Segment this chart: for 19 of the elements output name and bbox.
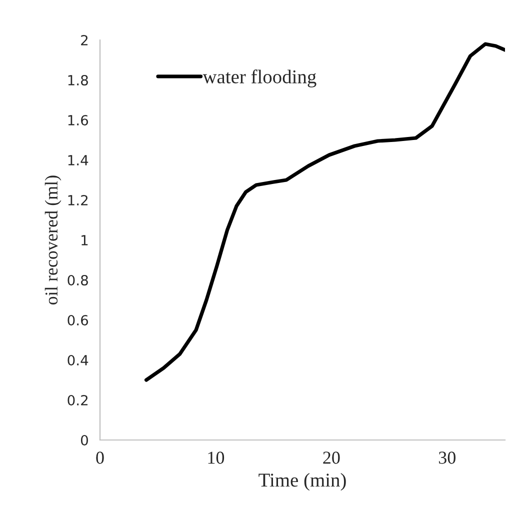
line-series xyxy=(144,42,505,382)
x-tick-label: 10 xyxy=(208,452,224,464)
y-tick-label: 1.8 xyxy=(68,74,88,86)
y-tick-label: 1 xyxy=(82,235,88,246)
y-tick-label: 0.6 xyxy=(68,314,88,326)
y-tick-label: 0.2 xyxy=(68,394,88,406)
y-tick-label: 0.8 xyxy=(68,274,88,286)
x-tick-label: 30 xyxy=(438,452,456,464)
x-tick-label: 20 xyxy=(323,452,340,464)
y-tick-label: 1.6 xyxy=(68,114,88,126)
y-tick-label: 1.2 xyxy=(68,194,88,206)
x-axis-title: Time (min) xyxy=(258,473,346,491)
y-tick-label: 2 xyxy=(81,34,88,46)
y-tick-label: 0 xyxy=(80,434,88,446)
y-tick-label: 1.4 xyxy=(68,155,88,166)
y-tick-label: 0.4 xyxy=(68,354,88,366)
y-axis-title: oil recovered (ml) xyxy=(44,176,62,304)
x-tick-label: 0 xyxy=(96,452,104,464)
legend-label: water flooding xyxy=(202,70,316,88)
